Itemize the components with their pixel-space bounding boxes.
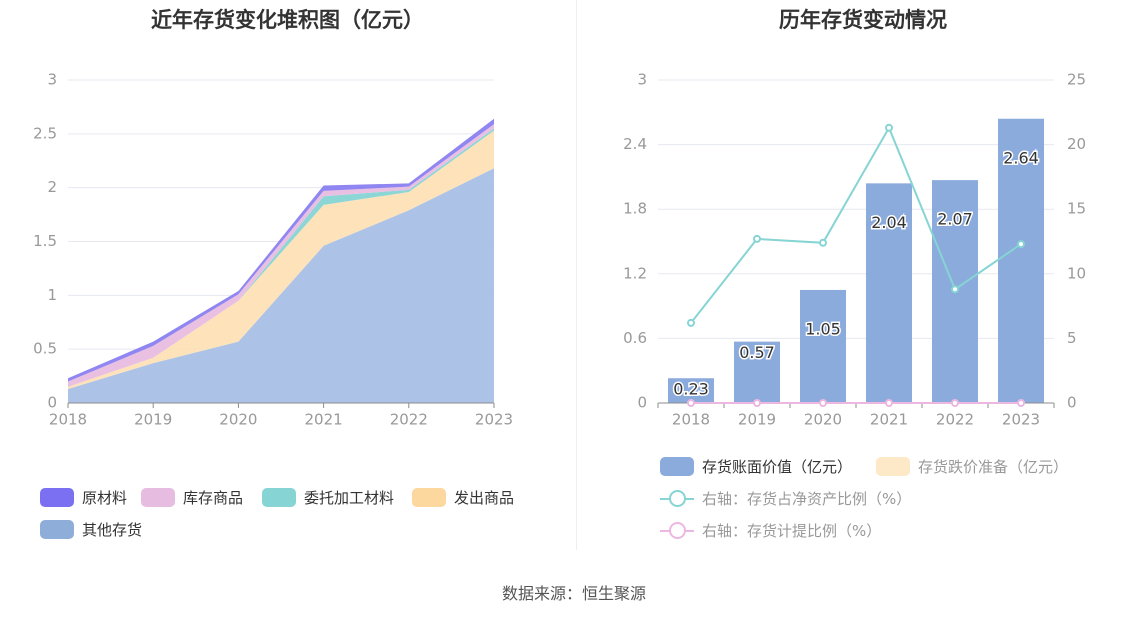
bar-value-label: 1.05 <box>805 319 841 338</box>
legend-item-other-inventory[interactable]: 其他存货 <box>40 519 142 540</box>
bar <box>866 183 912 403</box>
bar-value-label: 0.23 <box>673 380 709 399</box>
legend-label-impairment: 存货跌价准备（亿元） <box>918 458 1069 476</box>
panel-divider <box>576 0 577 550</box>
legend-item-book-value[interactable]: 存货账面价值（亿元） <box>660 456 852 477</box>
legend-swatch-provision-ratio <box>660 521 694 540</box>
y-tick-label: 1.8 <box>623 200 647 218</box>
y2-tick-label: 20 <box>1067 135 1086 153</box>
bar-value-label: 2.64 <box>1003 148 1039 167</box>
line-point <box>951 399 959 407</box>
bar-value-label: 0.57 <box>739 343 775 362</box>
legend-swatch-book-value <box>660 457 694 476</box>
y-tick-label: 2.5 <box>33 124 57 142</box>
legend-label-goods-shipped: 发出商品 <box>454 489 515 507</box>
right-chart-legend: 存货账面价值（亿元） 存货跌价准备（亿元） 右轴：存货占净资产比例（%） 右轴：… <box>578 0 1148 560</box>
legend-item-raw-materials[interactable]: 原材料 <box>40 487 127 508</box>
x-tick-label: 2018 <box>49 411 87 429</box>
legend-item-goods-shipped[interactable]: 发出商品 <box>412 487 514 508</box>
y-tick-label: 0 <box>637 394 647 412</box>
legend-swatch-impairment <box>876 457 910 476</box>
line-point <box>1017 399 1025 407</box>
bar-value-label: 2.07 <box>937 210 973 229</box>
line-series-0 <box>690 125 1022 324</box>
bar <box>668 378 714 403</box>
bar-line-chart: 0 0.6 1.2 1.8 2.4 3 0 5 10 15 20 25 2018 2019 2020 2021… <box>623 71 1086 429</box>
x-tick-label: 2023 <box>1002 411 1040 429</box>
legend-item-provision-ratio[interactable]: 右轴：存货计提比例（%） <box>660 520 881 541</box>
x-tick-label: 2019 <box>134 411 172 429</box>
bar <box>998 118 1044 403</box>
line-point <box>753 399 761 407</box>
x-tick-label: 2021 <box>870 411 908 429</box>
y2-tick-label: 0 <box>1067 394 1077 412</box>
line-point <box>753 234 761 243</box>
y-tick-label: 2.4 <box>623 135 647 153</box>
x-tick-label: 2021 <box>305 411 343 429</box>
area-series-1 <box>68 130 494 390</box>
area-series-4 <box>68 118 494 382</box>
y-tick-label: 1.5 <box>33 232 57 250</box>
legend-swatch-goods-shipped <box>412 488 446 507</box>
bar <box>734 341 780 403</box>
stacked-area-chart: 0 0.5 1 1.5 2 2.5 3 2018 2019 2020 2021 2022 2023 <box>33 71 513 429</box>
y-tick-label: 3 <box>47 71 57 89</box>
line-point <box>1017 240 1025 249</box>
legend-item-net-asset-ratio[interactable]: 右轴：存货占净资产比例（%） <box>660 488 911 509</box>
x-tick-label: 2019 <box>738 411 776 429</box>
y2-tick-label: 10 <box>1067 264 1086 282</box>
x-tick-label: 2022 <box>936 411 974 429</box>
legend-item-finished-goods[interactable]: 库存商品 <box>141 487 243 508</box>
legend-item-impairment[interactable]: 存货跌价准备（亿元） <box>876 456 1068 477</box>
legend-item-consigned-materials[interactable]: 委托加工材料 <box>262 487 394 508</box>
legend-label-net-asset-ratio: 右轴：存货占净资产比例（%） <box>702 490 912 508</box>
line-point <box>885 123 893 132</box>
line-point <box>819 399 827 407</box>
data-source-note: 数据来源：恒生聚源 <box>501 584 646 603</box>
x-tick-label: 2020 <box>219 411 257 429</box>
line-point <box>951 285 959 294</box>
y2-tick-label: 15 <box>1067 200 1086 218</box>
left-chart-title: 近年存货变化堆积图（亿元） <box>151 8 424 32</box>
y-tick-label: 0.5 <box>33 340 57 358</box>
bar-value-label: 2.04 <box>871 213 907 232</box>
legend-swatch-finished-goods <box>141 488 175 507</box>
stacked-area-chart-panel: 近年存货变化堆积图（亿元） 0 0.5 1 1.5 2 2.5 3 2018 2019 2020 2… <box>0 0 575 560</box>
y-tick-label: 1.2 <box>623 264 647 282</box>
area-series-0 <box>68 168 494 403</box>
y-tick-label: 0.6 <box>623 329 647 347</box>
legend-label-consigned-materials: 委托加工材料 <box>304 489 395 507</box>
line-point <box>819 238 827 247</box>
bar <box>800 289 846 403</box>
line-point <box>687 399 695 407</box>
x-tick-label: 2023 <box>475 411 513 429</box>
legend-label-finished-goods: 库存商品 <box>183 489 244 507</box>
x-tick-label: 2022 <box>390 411 428 429</box>
legend-swatch-consigned-materials <box>262 488 296 507</box>
legend-label-other-inventory: 其他存货 <box>82 521 143 539</box>
legend-swatch-net-asset-ratio <box>660 489 694 508</box>
legend-label-provision-ratio: 右轴：存货计提比例（%） <box>702 522 882 540</box>
y-tick-label: 1 <box>47 286 57 304</box>
area-series-3 <box>68 124 494 387</box>
line-point <box>885 399 893 407</box>
line-point <box>687 318 695 327</box>
y2-tick-label: 25 <box>1067 71 1086 89</box>
right-chart-title: 历年存货变动情况 <box>779 8 947 32</box>
x-tick-label: 2018 <box>672 411 710 429</box>
y-tick-label: 0 <box>47 394 57 412</box>
y-tick-label: 3 <box>637 71 647 89</box>
area-series-2 <box>68 128 494 387</box>
bar-line-chart-panel: 历年存货变动情况 0 0.6 1.2 1.8 2.4 3 0 5 10 15 20 25 2018 201… <box>578 0 1148 560</box>
y-tick-label: 2 <box>47 178 57 196</box>
legend-swatch-raw-materials <box>40 488 74 507</box>
y2-tick-label: 5 <box>1067 329 1077 347</box>
legend-swatch-other-inventory <box>40 520 74 539</box>
legend-label-raw-materials: 原材料 <box>82 489 128 507</box>
x-tick-label: 2020 <box>804 411 842 429</box>
left-chart-legend: 原材料 库存商品 委托加工材料 发出商品 其他存货 <box>0 0 575 560</box>
legend-label-book-value: 存货账面价值（亿元） <box>702 458 853 476</box>
